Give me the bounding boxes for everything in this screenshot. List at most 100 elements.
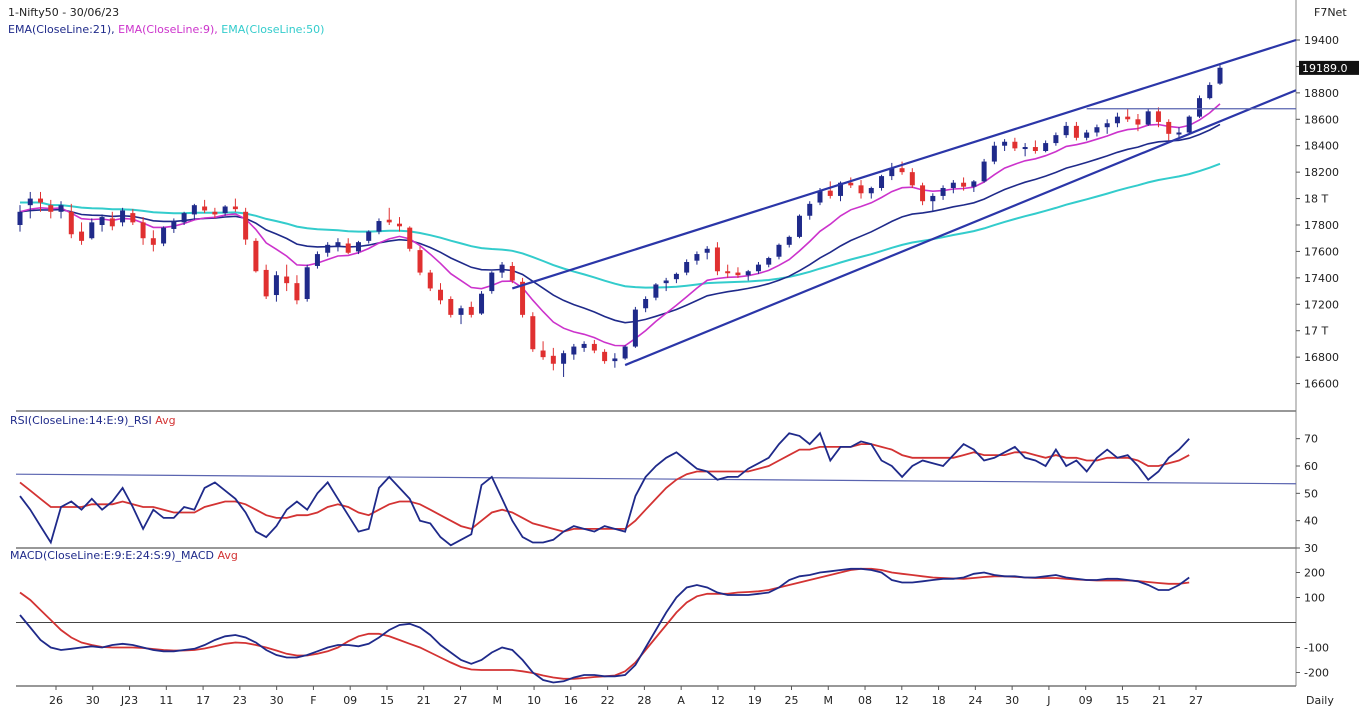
x-tick-label: 26 (49, 694, 63, 707)
candle-body (304, 267, 310, 299)
candle-body (130, 213, 136, 223)
candle-body (653, 284, 659, 298)
candle-body (909, 172, 915, 186)
candle-body (673, 273, 679, 280)
candle-body (971, 181, 977, 187)
candle-body (499, 264, 505, 273)
candle-body (489, 272, 495, 292)
x-tick-label: 23 (233, 694, 247, 707)
candle-body (150, 238, 156, 245)
candle-body (68, 211, 74, 235)
candle-body (1094, 127, 1100, 133)
candle-body (643, 299, 649, 309)
macd-tick-label: -200 (1304, 667, 1329, 680)
candle-body (458, 308, 464, 315)
candle-body (273, 275, 279, 296)
candle-body (663, 280, 669, 284)
candle-body (212, 211, 218, 215)
x-tick-label: J23 (120, 694, 138, 707)
candle-body (920, 185, 926, 202)
period-label: Daily (1306, 694, 1334, 707)
trend-channel-lower (624, 89, 1297, 367)
x-tick-label: 10 (527, 694, 541, 707)
candle-body (366, 231, 372, 241)
price-tick-label: 18 T (1304, 193, 1328, 206)
candle-body (796, 215, 802, 237)
candle-body (858, 185, 864, 194)
candle-body (725, 271, 731, 274)
x-tick-label: 30 (1005, 694, 1019, 707)
x-tick-label: 16 (564, 694, 578, 707)
candle-body (817, 190, 823, 203)
candle-body (807, 203, 813, 216)
candle-body (684, 262, 690, 273)
candle-body (396, 223, 402, 227)
x-tick-label: 08 (858, 694, 872, 707)
candle-body (1135, 119, 1141, 125)
x-tick-label: 30 (270, 694, 284, 707)
candle-body (838, 182, 844, 196)
price-tick-label: 17800 (1304, 219, 1339, 232)
price-tick-label: 17400 (1304, 272, 1339, 285)
candle-body (930, 195, 936, 202)
ema50-line (20, 162, 1221, 289)
candle-body (335, 242, 341, 247)
x-tick-label: 19 (748, 694, 762, 707)
ema50-legend: EMA(CloseLine:50) (221, 23, 325, 36)
candle-body (1063, 125, 1069, 136)
x-tick-label: 15 (380, 694, 394, 707)
candle-body (981, 161, 987, 182)
rsi-tick-label: 50 (1304, 487, 1318, 500)
x-tick-label: J (1046, 694, 1050, 707)
x-tick-label: F (310, 694, 316, 707)
candle-body (325, 244, 331, 253)
ema21-line (19, 123, 1221, 324)
price-tick-label: 18400 (1304, 140, 1339, 153)
candle-body (694, 254, 700, 261)
candle-body (284, 276, 290, 284)
rsi-avg-line (19, 443, 1190, 533)
candle-body (755, 264, 761, 272)
rsi-avg-label: Avg (155, 414, 176, 427)
candle-body (571, 346, 577, 355)
x-tick-label: A (677, 694, 685, 707)
chart-title: 1-Nifty50 - 30/06/23 (8, 6, 120, 19)
candle-body (704, 248, 710, 253)
candle-body (899, 168, 905, 173)
candle-body (1012, 141, 1018, 149)
x-tick-label: 28 (637, 694, 651, 707)
candle-body (550, 355, 556, 364)
x-tick-label: 25 (784, 694, 798, 707)
candle-body (355, 242, 361, 252)
candle-body (427, 272, 433, 289)
candle-body (109, 218, 115, 227)
x-tick-label: 30 (86, 694, 100, 707)
candle-body (612, 358, 618, 362)
x-tick-label: 18 (932, 694, 946, 707)
candle-body (950, 182, 956, 188)
x-tick-label: 27 (454, 694, 468, 707)
candle-body (622, 346, 628, 359)
candle-body (58, 205, 64, 212)
candle-body (991, 145, 997, 162)
candle-body (386, 219, 392, 223)
candle-body (1022, 147, 1028, 150)
candle-body (89, 222, 95, 239)
macd-tick-label: 100 (1304, 592, 1325, 605)
candle-body (448, 299, 454, 315)
rsi-tick-label: 70 (1304, 433, 1318, 446)
candle-body (79, 231, 85, 241)
x-tick-label: 24 (968, 694, 982, 707)
candle-body (1032, 147, 1038, 151)
candle-body (38, 198, 44, 203)
x-tick-label: M (824, 694, 834, 707)
price-tick-label: 17 T (1304, 325, 1328, 338)
ema9-line (19, 103, 1221, 347)
candle-body (561, 353, 567, 364)
candle-body (602, 351, 608, 362)
candle-body (263, 269, 269, 297)
price-tick-label: 19400 (1304, 34, 1339, 47)
candle-body (417, 250, 423, 273)
candle-body (1145, 111, 1151, 125)
candle-body (1104, 123, 1110, 128)
